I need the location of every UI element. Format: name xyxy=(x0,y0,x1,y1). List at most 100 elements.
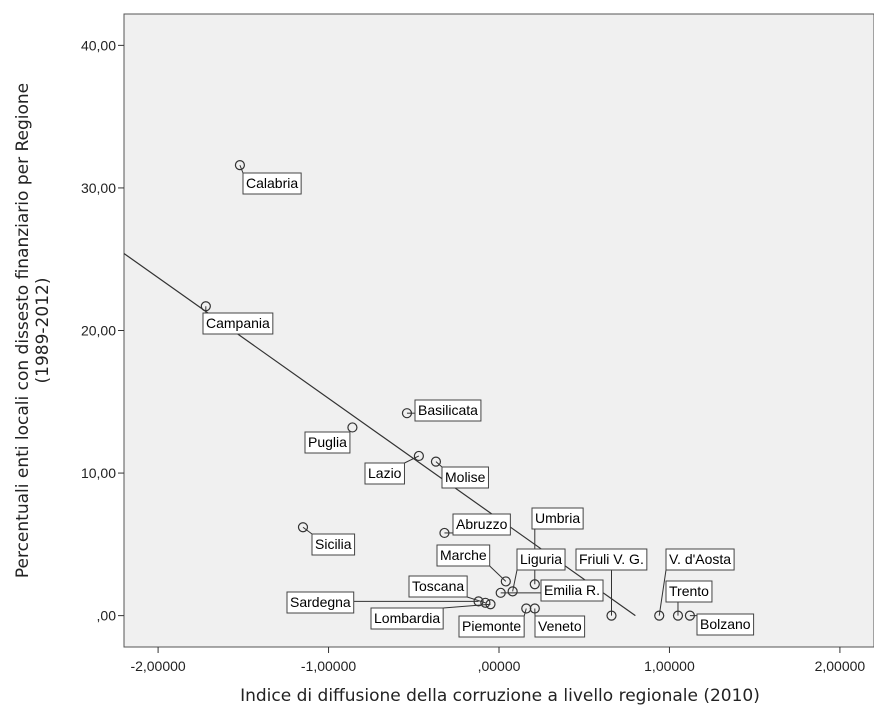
label-box xyxy=(534,615,586,638)
connector-sicilia xyxy=(302,526,313,535)
point-label-puglia: Puglia xyxy=(304,431,351,454)
label-box xyxy=(414,399,482,422)
label-text: Lazio xyxy=(368,465,402,481)
label-text: V. d'Aosta xyxy=(669,551,731,567)
label-box xyxy=(540,579,604,602)
x-tick-label: 1,00000 xyxy=(644,658,695,674)
point-label-abruzzo: Abruzzo xyxy=(452,513,511,536)
x-tick-label: ,00000 xyxy=(478,658,521,674)
label-box xyxy=(304,431,351,454)
label-text: Umbria xyxy=(535,510,580,526)
label-box xyxy=(531,507,584,530)
point-label-sardegna: Sardegna xyxy=(286,591,355,614)
connector-piemonte xyxy=(523,608,527,617)
label-text: Liguria xyxy=(520,551,562,567)
point-v-d-aosta xyxy=(654,610,665,621)
label-text: Calabria xyxy=(246,175,298,191)
point-label-bolzano: Bolzano xyxy=(696,613,755,636)
point-label-sicilia: Sicilia xyxy=(311,533,356,556)
y-tick-label: 20,00 xyxy=(81,323,116,339)
label-text: Puglia xyxy=(308,434,347,450)
label-text: Trento xyxy=(669,583,709,599)
y-tick-label: ,00 xyxy=(97,608,117,624)
connector-toscana xyxy=(467,596,486,604)
label-box xyxy=(202,312,274,335)
connector-molise xyxy=(435,461,443,468)
label-box xyxy=(441,466,489,489)
connector-marche xyxy=(489,565,507,582)
point-veneto xyxy=(529,603,540,614)
point-trento xyxy=(672,610,684,621)
label-text: Marche xyxy=(440,547,487,563)
point-basilicata xyxy=(401,408,413,419)
connector-lazio xyxy=(404,455,420,464)
point-label-marche: Marche xyxy=(436,544,491,567)
label-box xyxy=(696,613,755,636)
point-label-v-d-aosta: V. d'Aosta xyxy=(665,548,735,571)
label-box xyxy=(242,172,302,195)
y-tick-label: 10,00 xyxy=(81,465,116,481)
x-tick-label: -1,00000 xyxy=(301,658,356,674)
point-label-veneto: Veneto xyxy=(534,615,586,638)
x-tick-label: 2,00000 xyxy=(815,658,866,674)
point-bolzano xyxy=(684,610,696,621)
point-molise xyxy=(430,456,442,467)
label-text: Emilia R. xyxy=(544,582,600,598)
label-box xyxy=(364,462,405,485)
label-box xyxy=(575,548,648,571)
label-text: Abruzzo xyxy=(456,516,508,532)
point-campania xyxy=(200,301,211,312)
connector-v-d-aosta xyxy=(658,569,667,616)
point-label-calabria: Calabria xyxy=(242,172,302,195)
label-box xyxy=(452,513,511,536)
label-box xyxy=(436,544,491,567)
label-box xyxy=(458,615,525,638)
point-label-umbria: Umbria xyxy=(531,507,584,530)
point-label-emilia-r: Emilia R. xyxy=(540,579,604,602)
point-friuli-v-g xyxy=(606,610,617,621)
label-box xyxy=(370,607,444,630)
point-abruzzo xyxy=(439,527,450,539)
point-label-friuli-v-g: Friuli V. G. xyxy=(575,548,648,571)
point-sardegna xyxy=(473,596,484,607)
label-text: Basilicata xyxy=(418,402,478,418)
label-box xyxy=(286,591,355,614)
label-text: Piemonte xyxy=(462,618,521,634)
point-umbria xyxy=(529,579,540,590)
y-tick-label: 40,00 xyxy=(81,37,116,53)
label-text: Sardegna xyxy=(290,594,351,610)
point-toscana xyxy=(480,597,491,608)
point-sicilia xyxy=(297,522,309,533)
label-text: Veneto xyxy=(538,618,582,634)
x-axis-title: Indice di diffusione della corruzione a … xyxy=(240,686,760,706)
point-calabria xyxy=(234,160,246,171)
y-axis-title-line2: (1989-2012) xyxy=(33,278,53,384)
label-box xyxy=(408,575,468,598)
label-text: Bolzano xyxy=(700,616,751,632)
point-label-piemonte: Piemonte xyxy=(458,615,525,638)
point-lombardia xyxy=(485,599,496,610)
label-text: Molise xyxy=(445,469,486,485)
point-label-molise: Molise xyxy=(441,466,489,489)
point-puglia xyxy=(347,422,358,433)
x-tick-label: -2,00000 xyxy=(130,658,185,674)
label-text: Lombardia xyxy=(374,610,440,626)
point-lazio xyxy=(413,450,424,462)
y-axis-title-line1: Percentuali enti locali con dissesto fin… xyxy=(13,83,33,578)
label-text: Sicilia xyxy=(315,536,352,552)
connector-liguria xyxy=(512,569,518,592)
point-marche xyxy=(500,576,511,587)
point-emilia-r xyxy=(495,587,506,598)
point-label-lazio: Lazio xyxy=(364,462,405,485)
label-text: Campania xyxy=(206,315,270,331)
label-text: Friuli V. G. xyxy=(579,551,644,567)
label-box xyxy=(311,533,356,556)
label-text: Toscana xyxy=(412,578,464,594)
point-label-campania: Campania xyxy=(202,312,274,335)
label-box xyxy=(665,580,713,603)
label-box xyxy=(665,548,735,571)
point-label-toscana: Toscana xyxy=(408,575,468,598)
label-box xyxy=(516,548,566,571)
point-label-liguria: Liguria xyxy=(516,548,566,571)
